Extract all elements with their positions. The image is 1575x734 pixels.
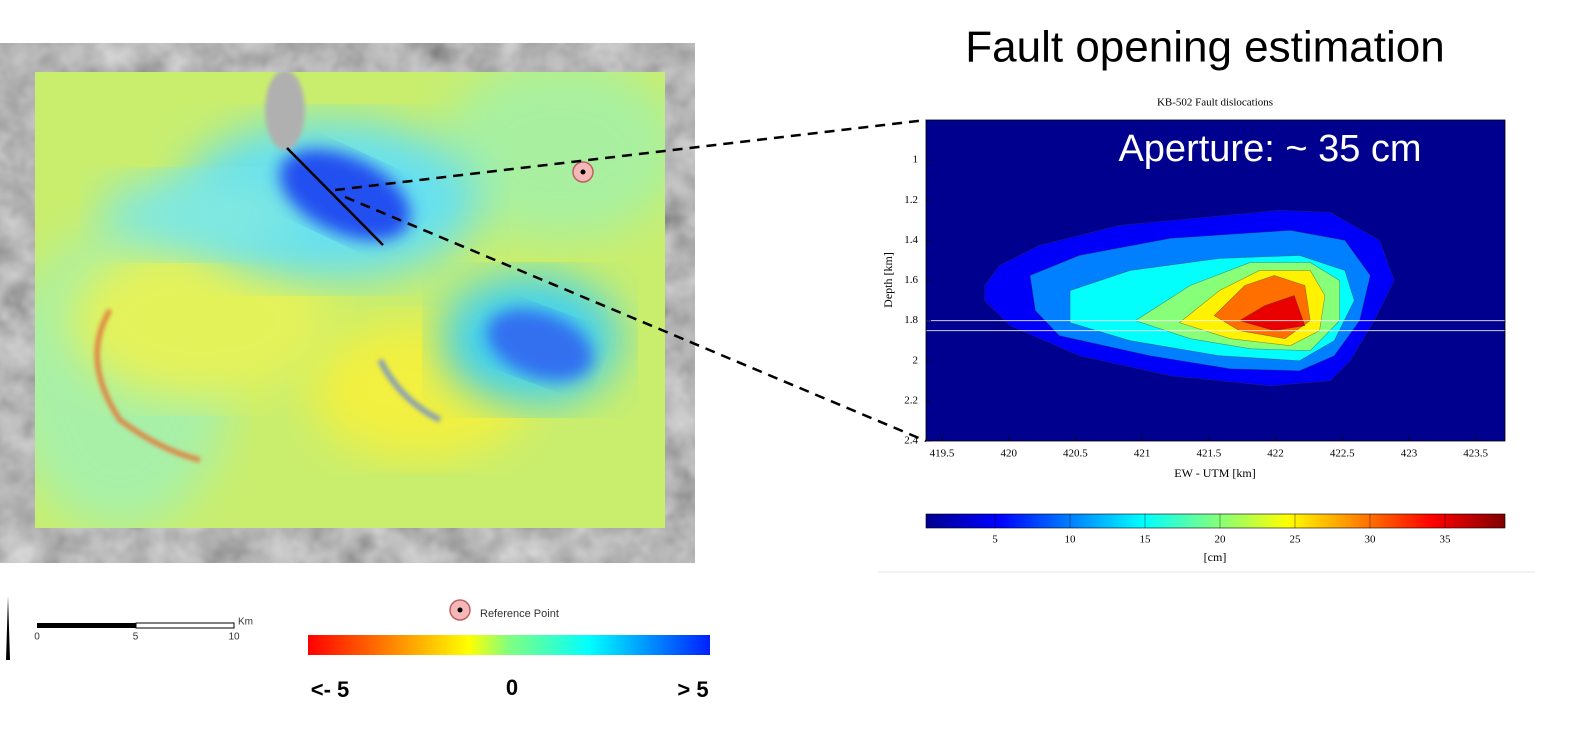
colorbar-tick-label: 20	[1215, 534, 1227, 546]
chart-title: KB-502 Fault dislocations	[1157, 97, 1273, 109]
page-title: Fault opening estimation	[965, 23, 1444, 72]
x-tick-label: 423	[1401, 448, 1418, 460]
x-tick-label: 422	[1267, 448, 1284, 460]
x-tick-label: 420.5	[1063, 448, 1088, 460]
y-tick-label: 1	[913, 154, 919, 166]
map-colorbar-label: > 5	[677, 677, 708, 702]
x-tick-label: 419.5	[930, 448, 955, 460]
connector	[344, 195, 927, 443]
colorbar	[925, 513, 1506, 529]
reference-point-label: Reference Point	[480, 608, 559, 620]
map-legend: Km Reference Point <- 5 0 > 5	[6, 596, 710, 702]
y-tick-label: 1.8	[904, 314, 918, 326]
contour-plot: 419.5 420 420.5 421 421.5 422 422.5 423 423.5 1 1.…	[904, 119, 1506, 546]
colorbar-tick-label: 35	[1440, 534, 1452, 546]
colorbar-tick-label: 25	[1290, 534, 1302, 546]
x-tick-label: 421	[1134, 448, 1151, 460]
x-tick-label: 420	[1000, 448, 1017, 460]
colorbar-tick-label: 30	[1365, 534, 1377, 546]
annotation: Aperture: ~ 35 cm	[1118, 128, 1421, 170]
y-tick-label: 1.4	[904, 234, 918, 246]
y-tick-label: 1.2	[904, 194, 918, 206]
colorbar-tick-label: 10	[1065, 534, 1077, 546]
scale-tick-label: 0	[34, 632, 40, 643]
y-tick-label: 2.4	[904, 435, 918, 447]
y-tick-label: 2.2	[904, 394, 918, 406]
insar-map	[0, 43, 695, 563]
scale-tick-label: 5	[133, 632, 139, 643]
colorbar-tick-label: 5	[992, 534, 998, 546]
y-tick-label: 2	[913, 354, 919, 366]
scale-unit: Km	[238, 617, 253, 628]
scale-tick-label: 10	[228, 632, 240, 643]
map-colorbar-label: 0	[506, 675, 518, 700]
x-axis-label: EW - UTM [km]	[1174, 466, 1255, 480]
y-tick-label: 1.6	[904, 274, 918, 286]
colorbar-tick-label: 15	[1140, 534, 1152, 546]
y-axis-label: Depth [km]	[881, 252, 895, 308]
x-tick-label: 421.5	[1196, 448, 1221, 460]
map-colorbar-label: <- 5	[311, 677, 350, 702]
contour-band	[1238, 295, 1306, 331]
colorbar-label: [cm]	[1204, 550, 1227, 564]
connector	[334, 118, 927, 192]
x-tick-label: 423.5	[1463, 448, 1488, 460]
x-tick-label: 422.5	[1330, 448, 1355, 460]
